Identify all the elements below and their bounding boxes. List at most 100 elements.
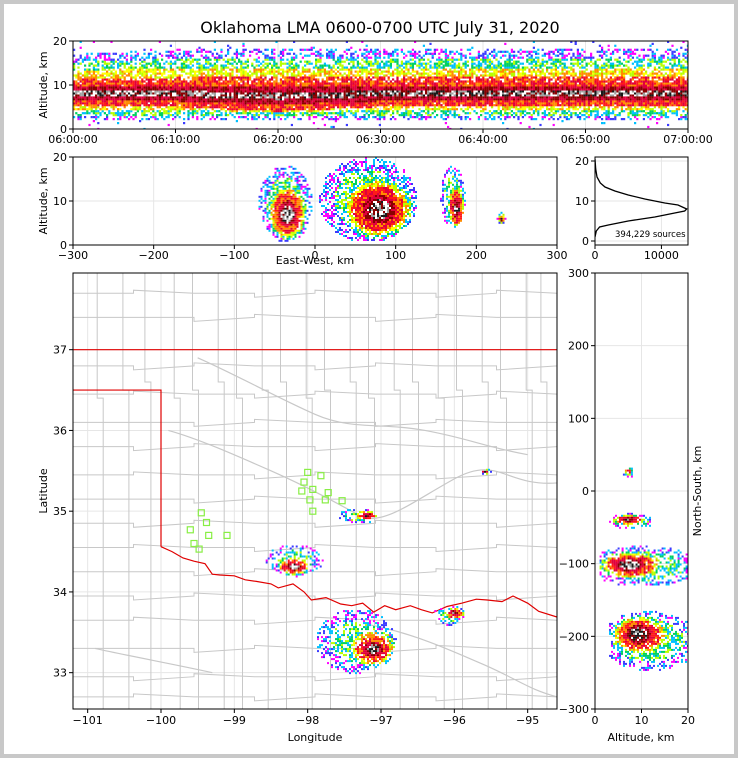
time-altitude-source-cell [139, 72, 142, 75]
time-altitude-source-cell [125, 80, 128, 83]
time-altitude-source-cell [458, 114, 461, 117]
time-altitude-source-cell [242, 92, 245, 95]
time-altitude-source-cell [400, 64, 403, 67]
time-altitude-source-cell [308, 54, 311, 57]
time-altitude-source-cell [121, 100, 124, 103]
time-altitude-source-cell [73, 80, 76, 83]
time-altitude-source-cell [449, 90, 452, 93]
time-altitude-source-cell [231, 96, 234, 99]
time-altitude-source-cell [323, 100, 326, 103]
time-altitude-source-cell [110, 92, 113, 95]
time-altitude-source-cell [354, 84, 357, 87]
time-altitude-source-cell [418, 96, 421, 99]
time-altitude-source-cell [475, 74, 478, 77]
time-altitude-source-cell [427, 102, 430, 105]
time-altitude-source-cell [216, 104, 219, 107]
time-altitude-source-cell [354, 98, 357, 101]
time-altitude-source-cell [84, 96, 87, 99]
time-altitude-source-cell [147, 68, 150, 71]
time-altitude-source-cell [95, 56, 98, 59]
time-altitude-source-cell [409, 54, 412, 57]
time-altitude-source-cell [477, 64, 480, 67]
time-altitude-source-cell [453, 74, 456, 77]
time-altitude-source-cell [205, 112, 208, 115]
time-altitude-source-cell [442, 80, 445, 83]
time-altitude-source-cell [356, 72, 359, 75]
time-altitude-source-cell [451, 78, 454, 81]
time-altitude-source-cell [447, 100, 450, 103]
time-altitude-source-cell [216, 68, 219, 71]
time-altitude-source-cell [403, 104, 406, 107]
time-altitude-source-cell [103, 98, 106, 101]
time-altitude-source-cell [77, 102, 80, 105]
time-altitude-source-cell [79, 84, 82, 87]
time-altitude-source-cell [455, 108, 458, 111]
time-altitude-source-cell [183, 108, 186, 111]
time-altitude-source-cell [310, 72, 313, 75]
time-altitude-source-cell [167, 108, 170, 111]
time-altitude-source-cell [352, 114, 355, 117]
time-altitude-source-cell [414, 112, 417, 115]
time-altitude-source-cell [427, 90, 430, 93]
time-altitude-source-cell [86, 90, 89, 93]
time-altitude-source-cell [352, 94, 355, 97]
time-altitude-source-cell [141, 86, 144, 89]
time-altitude-source-cell [143, 104, 146, 107]
time-altitude-source-cell [345, 98, 348, 101]
time-altitude-source-cell [409, 86, 412, 89]
time-altitude-source-cell [299, 94, 302, 97]
time-altitude-source-cell [488, 110, 491, 113]
time-altitude-source-cell [297, 98, 300, 101]
time-altitude-source-cell [444, 48, 447, 51]
time-altitude-source-cell [361, 90, 364, 93]
time-altitude-source-cell [101, 52, 104, 55]
time-altitude-source-cell [429, 116, 432, 119]
time-altitude-source-cell [128, 114, 131, 117]
time-altitude-source-cell [394, 102, 397, 105]
time-altitude-source-cell [147, 98, 150, 101]
time-altitude-source-cell [106, 92, 109, 95]
time-altitude-source-cell [101, 84, 104, 87]
time-altitude-source-cell [268, 98, 271, 101]
time-altitude-source-cell [334, 102, 337, 105]
time-altitude-source-cell [293, 94, 296, 97]
time-altitude-source-cell [427, 100, 430, 103]
time-altitude-source-cell [257, 114, 260, 117]
time-altitude-source-cell [460, 54, 463, 57]
time-altitude-source-cell [449, 98, 452, 101]
time-altitude-source-cell [411, 82, 414, 85]
time-altitude-source-cell [328, 88, 331, 91]
time-altitude-source-cell [286, 116, 289, 119]
time-altitude-source-cell [365, 98, 368, 101]
time-altitude-source-cell [469, 118, 472, 121]
time-altitude-source-cell [334, 68, 337, 71]
time-altitude-source-cell [86, 108, 89, 111]
time-altitude-source-cell [286, 88, 289, 91]
time-altitude-source-cell [323, 92, 326, 95]
time-altitude-source-cell [145, 100, 148, 103]
time-altitude-source-cell [425, 98, 428, 101]
time-altitude-source-cell [255, 58, 258, 61]
time-altitude-source-cell [370, 110, 373, 113]
time-altitude-source-cell [224, 112, 227, 115]
time-altitude-source-cell [196, 62, 199, 65]
time-altitude-source-cell [213, 106, 216, 109]
time-altitude-source-cell [211, 52, 214, 55]
time-altitude-source-cell [81, 112, 84, 115]
time-altitude-source-cell [308, 110, 311, 113]
time-altitude-source-cell [249, 90, 252, 93]
time-altitude-source-cell [409, 72, 412, 75]
time-altitude-source-cell [376, 62, 379, 65]
time-altitude-source-cell [365, 118, 368, 121]
time-altitude-source-cell [114, 78, 117, 81]
time-altitude-source-cell [458, 64, 461, 67]
time-altitude-source-cell [370, 68, 373, 71]
time-altitude-source-cell [224, 88, 227, 91]
time-altitude-source-cell [134, 80, 137, 83]
time-altitude-source-cell [95, 64, 98, 67]
time-altitude-source-cell [471, 76, 474, 79]
time-altitude-source-cell [308, 76, 311, 79]
time-altitude-source-cell [405, 54, 408, 57]
time-altitude-source-cell [205, 86, 208, 89]
time-altitude-source-cell [471, 56, 474, 59]
